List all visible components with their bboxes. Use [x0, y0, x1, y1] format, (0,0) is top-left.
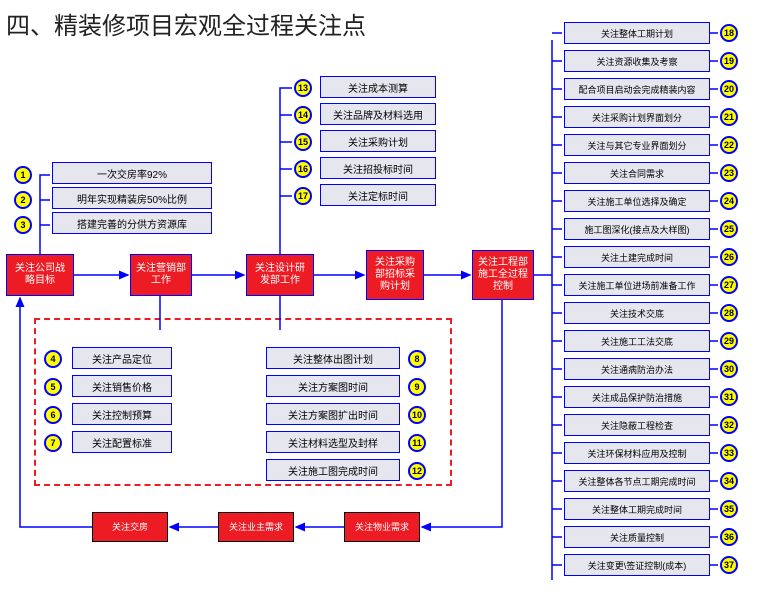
- marker-32: 32: [720, 416, 738, 434]
- marker-34: 34: [720, 472, 738, 490]
- marker-25: 25: [720, 220, 738, 238]
- marker-8: 8: [408, 350, 426, 368]
- design-bot-2: 关注方案图时间: [266, 375, 400, 397]
- bottom-owner: 关注业主需求: [218, 512, 294, 542]
- design-bot-5: 关注施工图完成时间: [266, 459, 400, 481]
- right-item-7: 关注施工单位选择及确定: [564, 190, 710, 212]
- marker-12: 12: [408, 462, 426, 480]
- right-item-8: 施工图深化(接点及大样图): [564, 218, 710, 240]
- right-item-15: 关注隐蔽工程检查: [564, 414, 710, 436]
- main-procure: 关注采购部招标采购计划: [366, 250, 424, 300]
- marketing-3: 关注控制预算: [72, 403, 172, 425]
- marker-11: 11: [408, 434, 426, 452]
- right-item-3: 配合项目启动会完成精装内容: [564, 78, 710, 100]
- marker-21: 21: [720, 108, 738, 126]
- right-item-12: 关注施工工法交底: [564, 330, 710, 352]
- bottom-delivery: 关注交房: [92, 512, 168, 542]
- design-bot-1: 关注整体出图计划: [266, 347, 400, 369]
- right-item-2: 关注资源收集及考察: [564, 50, 710, 72]
- right-item-17: 关注整体各节点工期完成时间: [564, 470, 710, 492]
- marker-2: 2: [14, 191, 32, 209]
- main-design: 关注设计研发部工作: [246, 254, 314, 296]
- right-item-19: 关注质量控制: [564, 526, 710, 548]
- marker-7: 7: [44, 434, 62, 452]
- marker-23: 23: [720, 164, 738, 182]
- marker-16: 16: [294, 160, 312, 178]
- right-item-5: 关注与其它专业界面划分: [564, 134, 710, 156]
- right-item-1: 关注整体工期计划: [564, 22, 710, 44]
- main-marketing: 关注营销部工作: [130, 254, 192, 296]
- marker-37: 37: [720, 556, 738, 574]
- right-item-9: 关注土建完成时间: [564, 246, 710, 268]
- right-item-13: 关注通病防治办法: [564, 358, 710, 380]
- right-item-10: 关注施工单位进场前准备工作: [564, 274, 710, 296]
- design-top-2: 关注品牌及材料选用: [320, 103, 436, 125]
- strategy-box-1: 一次交房率92%: [52, 162, 212, 184]
- right-item-16: 关注环保材料应用及控制: [564, 442, 710, 464]
- marker-22: 22: [720, 136, 738, 154]
- marker-20: 20: [720, 80, 738, 98]
- marker-30: 30: [720, 360, 738, 378]
- design-top-1: 关注成本测算: [320, 76, 436, 98]
- marker-13: 13: [294, 79, 312, 97]
- marker-4: 4: [44, 350, 62, 368]
- marketing-1: 关注产品定位: [72, 347, 172, 369]
- right-item-11: 关注技术交底: [564, 302, 710, 324]
- marker-14: 14: [294, 106, 312, 124]
- marker-36: 36: [720, 528, 738, 546]
- design-top-3: 关注采购计划: [320, 130, 436, 152]
- marker-35: 35: [720, 500, 738, 518]
- marker-19: 19: [720, 52, 738, 70]
- marker-5: 5: [44, 378, 62, 396]
- main-construct: 关注工程部施工全过程控制: [472, 250, 534, 300]
- strategy-box-3: 搭建完善的分供方资源库: [52, 212, 212, 234]
- marker-28: 28: [720, 304, 738, 322]
- strategy-box-2: 明年实现精装房50%比例: [52, 187, 212, 209]
- bottom-property: 关注物业需求: [344, 512, 420, 542]
- right-item-6: 关注合同需求: [564, 162, 710, 184]
- marketing-2: 关注销售价格: [72, 375, 172, 397]
- main-strategy: 关注公司战略目标: [6, 254, 74, 296]
- marker-26: 26: [720, 248, 738, 266]
- design-top-5: 关注定标时间: [320, 184, 436, 206]
- right-item-18: 关注整体工期完成时间: [564, 498, 710, 520]
- marker-15: 15: [294, 133, 312, 151]
- marker-27: 27: [720, 276, 738, 294]
- right-item-20: 关注变更\签证控制(成本): [564, 554, 710, 576]
- marker-9: 9: [408, 378, 426, 396]
- marker-1: 1: [14, 166, 32, 184]
- design-bot-3: 关注方案图扩出时间: [266, 403, 400, 425]
- marker-6: 6: [44, 406, 62, 424]
- marketing-4: 关注配置标准: [72, 431, 172, 453]
- marker-24: 24: [720, 192, 738, 210]
- right-item-14: 关注成品保护防治措施: [564, 386, 710, 408]
- right-item-4: 关注采购计划界面划分: [564, 106, 710, 128]
- marker-17: 17: [294, 187, 312, 205]
- marker-18: 18: [720, 24, 738, 42]
- marker-3: 3: [14, 216, 32, 234]
- marker-33: 33: [720, 444, 738, 462]
- design-bot-4: 关注材料选型及封样: [266, 431, 400, 453]
- marker-10: 10: [408, 406, 426, 424]
- design-top-4: 关注招投标时间: [320, 157, 436, 179]
- marker-31: 31: [720, 388, 738, 406]
- page-title: 四、精装修项目宏观全过程关注点: [6, 6, 366, 41]
- marker-29: 29: [720, 332, 738, 350]
